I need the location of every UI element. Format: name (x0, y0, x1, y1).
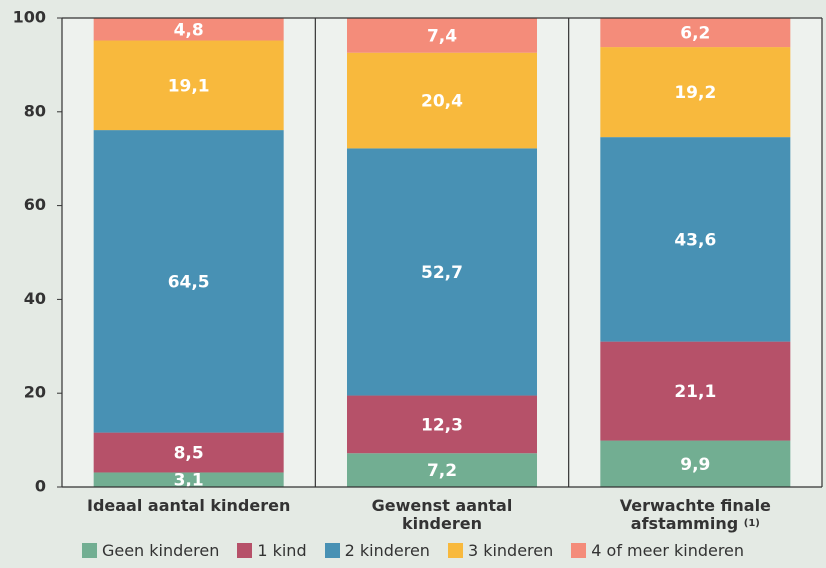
y-tick-label: 100 (13, 8, 46, 27)
legend-label: 2 kinderen (344, 541, 430, 560)
value-label: 19,1 (168, 76, 210, 96)
bar-segment (600, 440, 791, 487)
x-tick-label: Verwachte finale afstamming (1) (600, 497, 790, 533)
bar-segment (347, 395, 537, 454)
legend-item: Geen kinderen (81, 541, 220, 560)
category-text: Ideaal aantal kinderen (86, 496, 291, 515)
legend-label: 3 kinderen (467, 541, 554, 560)
bar-segment (600, 18, 791, 48)
legend-swatch (237, 543, 253, 558)
y-tick-label: 20 (24, 383, 46, 402)
bar-segment (93, 130, 284, 433)
legend-item: 4 of meer kinderen (571, 541, 744, 560)
legend: Geen kinderen 1 kind 2 kinderen 3 kinderen 4… (0, 541, 826, 560)
footnote-mark: (1) (743, 518, 760, 529)
value-label: 52,7 (421, 263, 463, 283)
legend-label: Geen kinderen (101, 541, 220, 560)
bar-segment (347, 453, 537, 487)
legend-swatch (447, 543, 463, 558)
x-tick-label: Ideaal aantal kinderen (64, 497, 314, 515)
y-tick-label: 40 (24, 289, 46, 308)
value-label: 4,8 (174, 20, 204, 40)
bar-segment (93, 40, 284, 131)
bar-segment (93, 18, 284, 41)
bar-segment (347, 18, 537, 53)
bar-segment (93, 432, 284, 473)
value-label: 7,2 (427, 461, 457, 481)
value-label: 7,4 (427, 26, 457, 46)
y-tick-label: 60 (24, 195, 46, 214)
value-label: 20,4 (421, 92, 463, 112)
value-label: 19,2 (674, 83, 716, 103)
value-label: 6,2 (680, 24, 710, 44)
y-tick-label: 80 (24, 101, 46, 120)
legend-swatch (81, 543, 97, 558)
value-label: 43,6 (674, 230, 716, 250)
value-label: 3,1 (174, 471, 204, 491)
legend-label: 1 kind (257, 541, 307, 560)
value-label: 64,5 (168, 272, 210, 292)
legend-item: 1 kind (237, 541, 307, 560)
value-label: 21,1 (674, 382, 716, 402)
value-label: 12,3 (421, 415, 463, 435)
value-label: 9,9 (680, 455, 710, 475)
bar-segment (600, 341, 791, 441)
legend-swatch (324, 543, 340, 558)
legend-item: 2 kinderen (324, 541, 430, 560)
bar-segment (347, 148, 537, 396)
legend-item: 3 kinderen (447, 541, 554, 560)
bar-segment (600, 47, 791, 138)
bar-segment (347, 52, 537, 149)
category-text: Verwachte finale afstamming (619, 496, 771, 533)
bar-segment (93, 472, 284, 487)
y-tick-label: 0 (35, 477, 46, 496)
bar-segment (600, 137, 791, 342)
x-tick-label: Gewenst aantal kinderen (362, 497, 522, 533)
value-label: 8,5 (174, 444, 204, 464)
category-text: Gewenst aantal kinderen (371, 496, 513, 533)
legend-label: 4 of meer kinderen (591, 541, 745, 560)
legend-swatch (571, 543, 587, 558)
